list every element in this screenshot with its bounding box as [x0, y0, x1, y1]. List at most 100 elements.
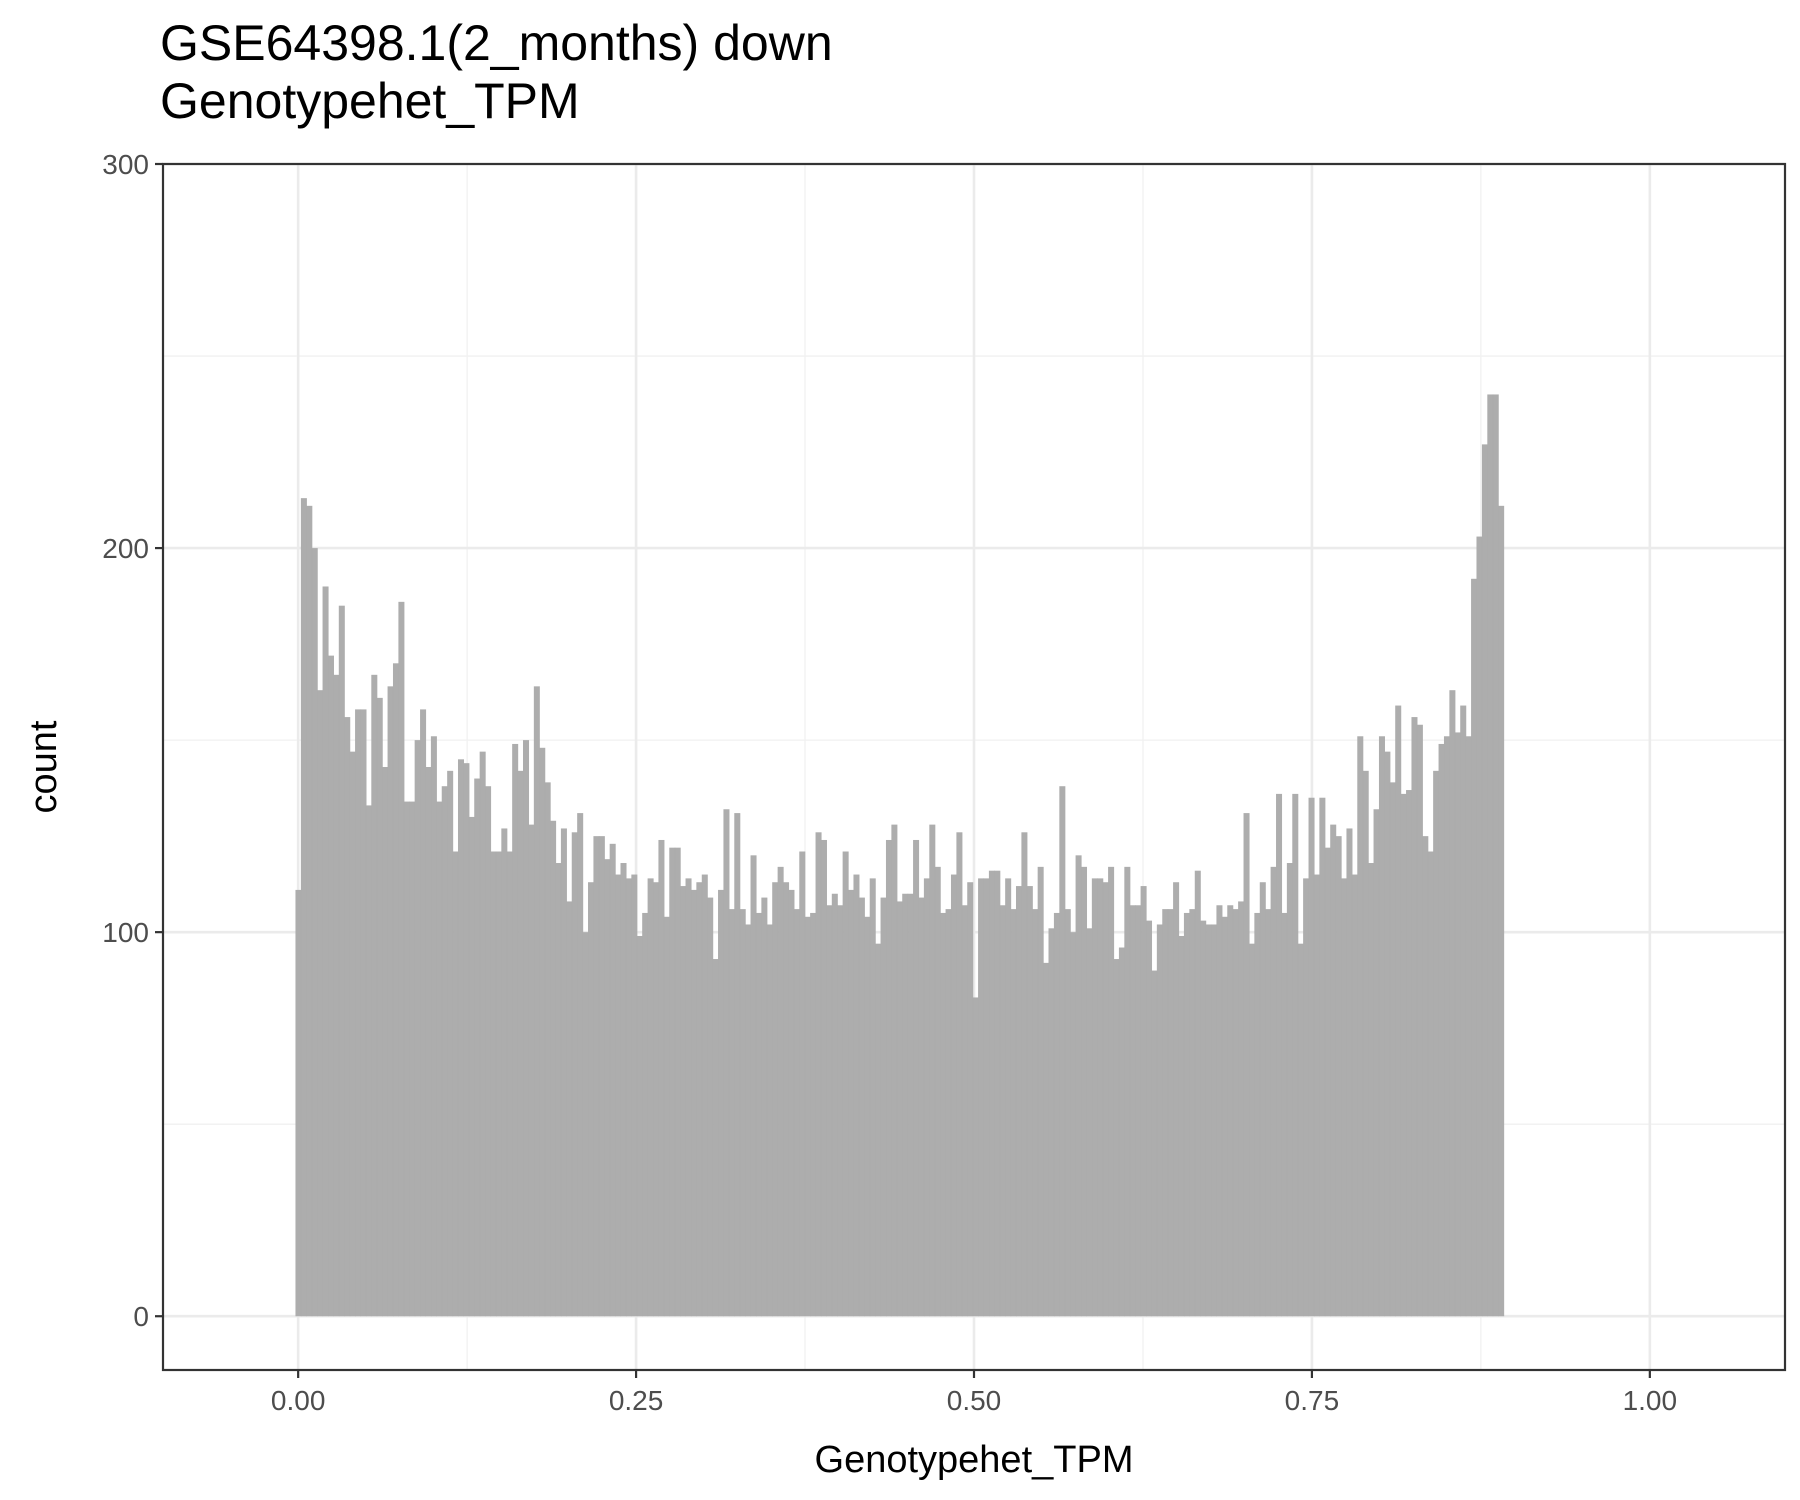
histogram-bar [831, 893, 838, 1317]
histogram-bar [1216, 905, 1223, 1317]
histogram-bar [707, 897, 714, 1317]
histogram-bar [1265, 909, 1272, 1317]
histogram-bar [804, 916, 811, 1317]
histogram-bar [349, 751, 356, 1317]
histogram-bar [1043, 962, 1050, 1317]
histogram-bar [674, 847, 681, 1317]
histogram-bar [1135, 905, 1142, 1317]
histogram-bar [306, 505, 313, 1317]
histogram-bar [490, 851, 497, 1317]
histogram-bar [1357, 736, 1364, 1317]
y-tick-label: 200 [102, 533, 149, 564]
histogram-bar [355, 709, 362, 1317]
histogram-bar [723, 809, 730, 1317]
histogram-bar [766, 924, 773, 1317]
histogram-bar [1021, 832, 1028, 1317]
histogram-bar [1362, 770, 1369, 1317]
histogram-bar [869, 878, 876, 1317]
histogram-bar [539, 747, 546, 1317]
y-tick-label: 0 [133, 1301, 149, 1332]
histogram-bar [1476, 536, 1483, 1317]
histogram-bar [815, 832, 822, 1317]
histogram-bar [885, 839, 892, 1317]
histogram-bar [1368, 863, 1375, 1317]
histogram-bar [642, 912, 649, 1317]
histogram-bar [382, 767, 389, 1317]
histogram-bar [842, 851, 849, 1317]
histogram-bar [1471, 578, 1478, 1317]
histogram-bar [300, 498, 307, 1317]
histogram-bar [1454, 732, 1461, 1317]
y-axis-title: count [23, 720, 65, 813]
histogram-bar [988, 870, 995, 1317]
histogram-bars [295, 394, 1505, 1317]
histogram-bar [371, 674, 378, 1317]
histogram-bar [1238, 901, 1245, 1317]
histogram-bar [848, 889, 855, 1317]
histogram-bar [1059, 786, 1066, 1317]
histogram-bar [1037, 866, 1044, 1317]
histogram-bar [1010, 909, 1017, 1317]
histogram-bar [663, 916, 670, 1317]
histogram-bar [1097, 878, 1104, 1317]
histogram-bar [311, 548, 318, 1317]
histogram-bar [485, 786, 492, 1317]
histogram-bar [1080, 866, 1088, 1317]
histogram-bar [1346, 828, 1353, 1317]
histogram-bar [1303, 878, 1310, 1317]
histogram-bar [555, 863, 562, 1317]
histogram-bar [609, 843, 616, 1317]
histogram-bar [1373, 809, 1380, 1317]
x-tick-label: 0.50 [947, 1385, 1002, 1416]
histogram-bar [712, 959, 719, 1317]
chart-title-block: GSE64398.1(2_months) down Genotypehet_TP… [160, 14, 833, 130]
histogram-bar [728, 909, 735, 1317]
histogram-bar [1330, 824, 1337, 1317]
histogram-bar [696, 882, 703, 1317]
histogram-bar [1449, 690, 1456, 1317]
histogram-bar [994, 870, 1001, 1317]
histogram-bar [593, 836, 600, 1317]
y-tick-label: 100 [102, 917, 149, 948]
histogram-bar [1400, 793, 1407, 1317]
histogram-bar [598, 836, 605, 1317]
histogram-bar [441, 786, 448, 1317]
histogram-bar [961, 905, 968, 1317]
histogram-bar [820, 839, 827, 1317]
histogram-bar [1005, 878, 1012, 1317]
histogram-bar [636, 935, 643, 1317]
histogram-bar [1227, 905, 1234, 1317]
histogram-bar [403, 801, 410, 1317]
histogram-bar [1053, 912, 1060, 1317]
chart-title: GSE64398.1(2_months) down [160, 15, 833, 71]
histogram-bar [522, 740, 530, 1317]
histogram-bar [1118, 947, 1125, 1317]
histogram-bar [934, 866, 941, 1317]
x-tick-label: 0.00 [271, 1385, 326, 1416]
histogram-bar [550, 820, 557, 1317]
histogram-bar [1313, 874, 1320, 1317]
histogram-bar [528, 824, 535, 1317]
histogram-bar [1032, 909, 1039, 1317]
histogram-bar [891, 824, 898, 1317]
histogram-bar [436, 801, 443, 1317]
histogram-bar [972, 997, 979, 1317]
histogram-bar [761, 897, 768, 1317]
histogram-bar [376, 697, 383, 1317]
x-tick-label: 1.00 [1623, 1385, 1678, 1416]
histogram-bar [588, 882, 595, 1317]
histogram-bar [1254, 912, 1261, 1317]
histogram-bar [560, 828, 567, 1317]
histogram-bar [1319, 797, 1326, 1317]
y-tick-label: 300 [102, 149, 149, 180]
histogram-bar [1146, 920, 1153, 1317]
histogram-bar [896, 901, 903, 1317]
histogram-bar [1481, 444, 1488, 1317]
histogram-bar [512, 743, 519, 1317]
histogram-bar [1270, 866, 1277, 1317]
histogram-bar [1389, 782, 1396, 1317]
x-axis: 0.00 0.25 0.50 0.75 1.00 [271, 1370, 1677, 1416]
histogram-bar [1211, 924, 1218, 1317]
histogram-bar [1281, 912, 1288, 1317]
histogram-bar [398, 601, 405, 1317]
